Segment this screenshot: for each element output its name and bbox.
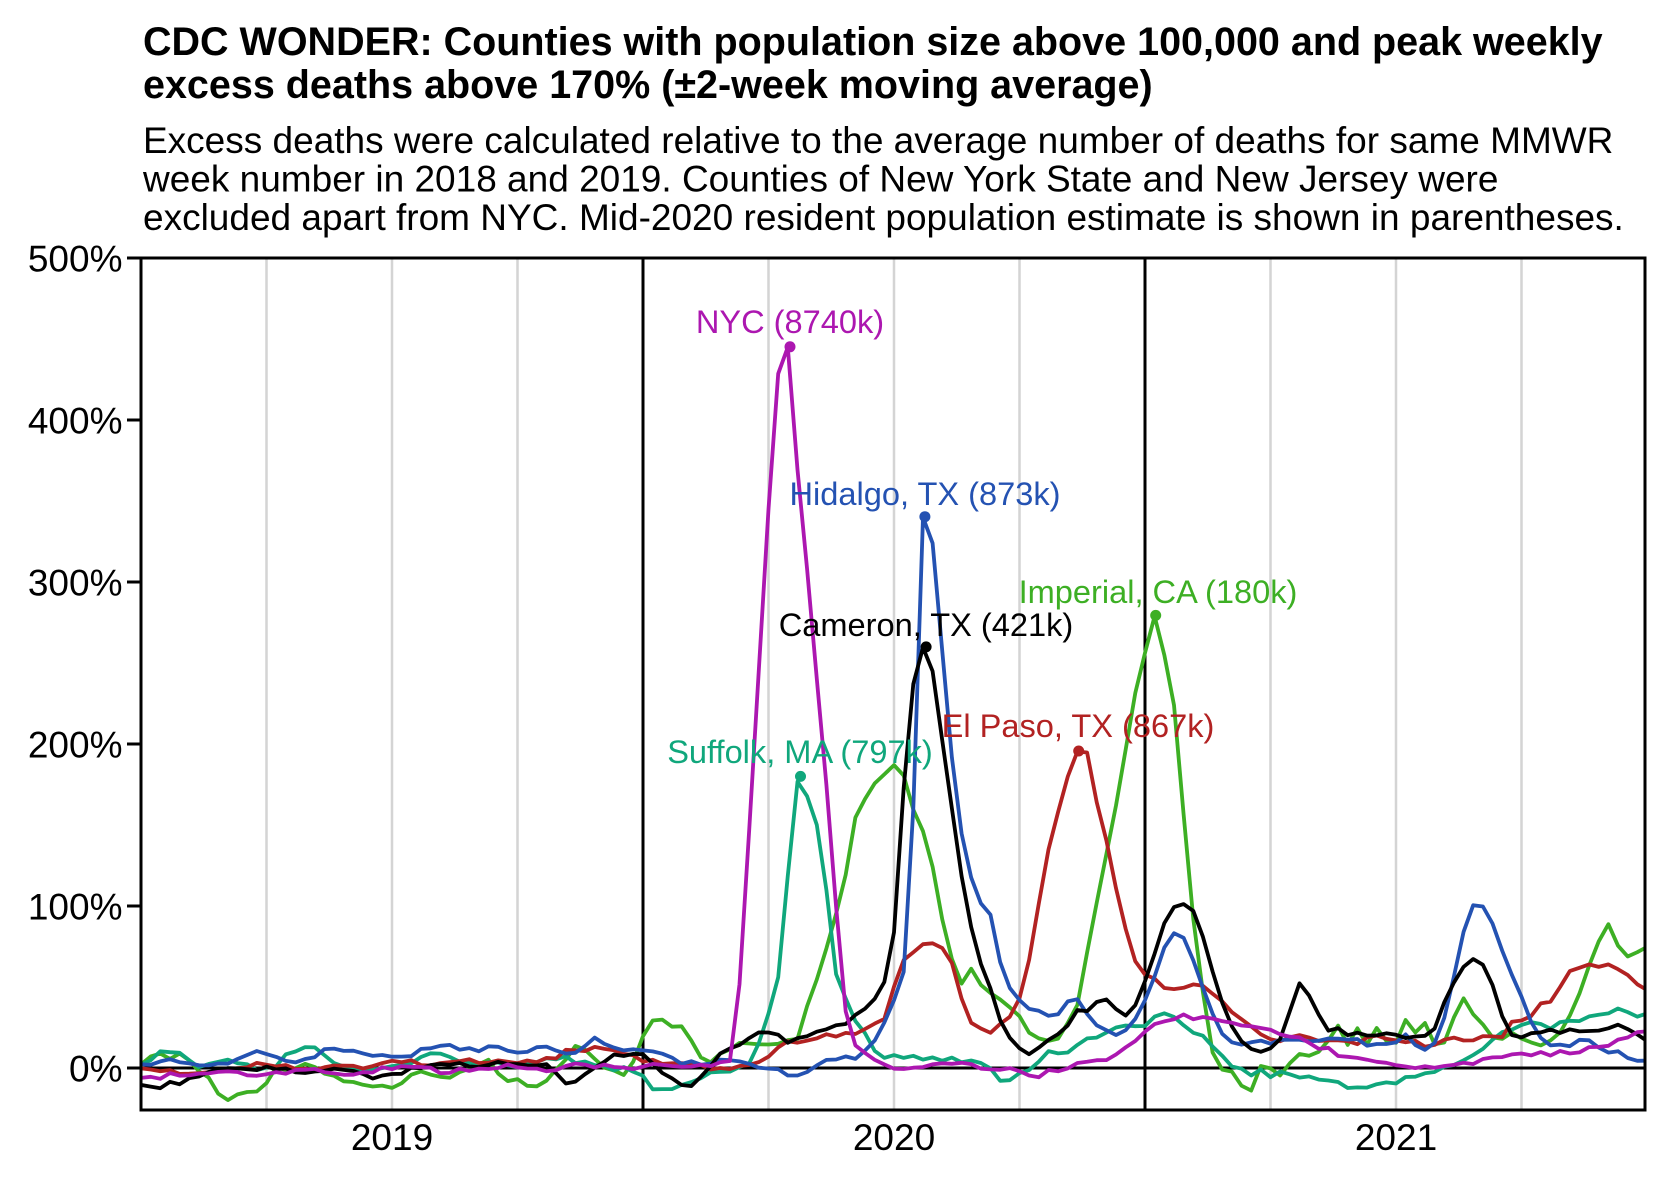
svg-text:NYC (8740k): NYC (8740k) <box>696 303 884 340</box>
svg-text:Hidalgo, TX (873k): Hidalgo, TX (873k) <box>789 475 1060 512</box>
svg-text:2021: 2021 <box>1355 1117 1437 1158</box>
svg-text:Excess deaths were calculated: Excess deaths were calculated relative t… <box>143 120 1613 161</box>
svg-text:week number in 2018 and 2019.: week number in 2018 and 2019. Counties o… <box>142 159 1498 200</box>
svg-text:CDC WONDER: Counties with popu: CDC WONDER: Counties with population siz… <box>143 20 1603 64</box>
svg-text:Suffolk, MA (797k): Suffolk, MA (797k) <box>667 733 933 770</box>
svg-text:100%: 100% <box>28 887 123 928</box>
svg-text:500%: 500% <box>28 239 123 280</box>
svg-text:2019: 2019 <box>351 1117 433 1158</box>
svg-text:0%: 0% <box>69 1049 122 1090</box>
svg-text:300%: 300% <box>28 563 123 604</box>
svg-text:excess deaths above 170% (±2-w: excess deaths above 170% (±2-week moving… <box>143 63 1153 107</box>
svg-text:2020: 2020 <box>853 1117 935 1158</box>
svg-text:excluded apart from NYC. Mid-2: excluded apart from NYC. Mid-2020 reside… <box>143 197 1624 238</box>
svg-text:200%: 200% <box>28 725 123 766</box>
svg-text:Cameron, TX (421k): Cameron, TX (421k) <box>779 606 1074 643</box>
svg-text:400%: 400% <box>28 401 123 442</box>
svg-text:Imperial, CA (180k): Imperial, CA (180k) <box>1019 573 1298 610</box>
svg-text:El Paso, TX (867k): El Paso, TX (867k) <box>942 707 1215 744</box>
